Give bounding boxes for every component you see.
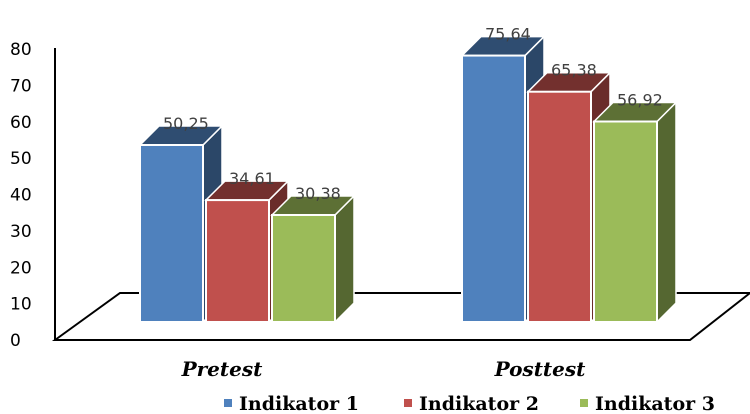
x-category-label: Posttest (494, 357, 587, 381)
legend-label: Indikator 2 (419, 393, 539, 414)
bar-front-face (527, 90, 592, 323)
y-tick-label: 50 (10, 149, 32, 169)
bar-front-face (271, 213, 336, 323)
legend-label: Indikator 3 (595, 393, 715, 414)
bar-side-face (334, 194, 355, 324)
data-label: 56,92 (617, 91, 663, 110)
legend-item-1: Indikator 1 (224, 393, 359, 414)
bar-front-face (593, 120, 658, 323)
data-label: 65,38 (551, 61, 597, 80)
legend-item-2: Indikator 2 (404, 393, 539, 414)
legend-swatch (224, 399, 232, 407)
y-tick-label: 70 (10, 76, 32, 96)
y-tick-label: 60 (10, 113, 32, 133)
x-category-label: Pretest (181, 357, 264, 381)
bar-pretest-3 (270, 194, 356, 324)
legend-item-3: Indikator 3 (580, 393, 715, 414)
y-tick-label: 40 (10, 186, 32, 206)
y-tick-label: 80 (10, 40, 32, 60)
data-label: 30,38 (295, 184, 341, 203)
bar-front-face (461, 54, 526, 324)
y-tick-label: 30 (10, 222, 32, 242)
y-tick-label: 10 (10, 295, 32, 315)
legend-swatch (580, 399, 588, 407)
bar-side-face (656, 100, 677, 324)
bar-front-face (139, 144, 204, 323)
data-label: 75,64 (485, 25, 531, 44)
legend-swatch (404, 399, 412, 407)
data-label: 34,61 (229, 169, 275, 188)
y-tick-label: 0 (10, 331, 21, 351)
y-tick-label: 20 (10, 258, 32, 278)
legend-label: Indikator 1 (239, 393, 359, 414)
data-label: 50,25 (163, 114, 209, 133)
bar-posttest-3 (592, 100, 678, 324)
bar-front-face (205, 199, 270, 323)
